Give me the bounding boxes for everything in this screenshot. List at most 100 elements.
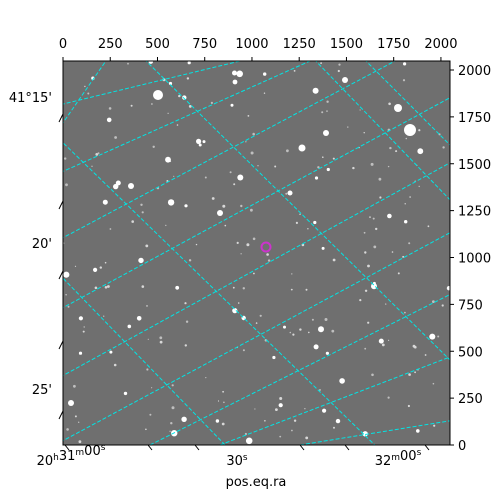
star: [65, 183, 68, 187]
dec-grid-line: [63, 61, 241, 105]
star: [99, 266, 103, 269]
star: [224, 224, 227, 227]
star: [113, 183, 119, 190]
star: [441, 304, 444, 307]
star: [405, 137, 408, 140]
star: [387, 213, 392, 219]
star: [147, 338, 149, 340]
star: [257, 165, 259, 167]
star: [104, 261, 107, 264]
star: [279, 397, 283, 400]
star: [397, 272, 400, 275]
star: [373, 245, 377, 249]
star: [338, 63, 341, 66]
right-tick-label: 2000: [458, 64, 491, 79]
star: [389, 146, 392, 150]
star: [318, 326, 324, 333]
star: [104, 286, 108, 289]
dec-tick-mark: [58, 113, 64, 123]
star: [404, 203, 406, 205]
star: [326, 167, 330, 172]
star: [333, 426, 335, 429]
star: [311, 318, 314, 321]
star: [437, 335, 440, 338]
star: [95, 153, 99, 156]
star: [173, 175, 175, 177]
star: [195, 243, 198, 246]
star: [167, 112, 169, 114]
star: [255, 322, 258, 324]
target-circle: [260, 241, 272, 253]
top-tick-label: 2000: [424, 37, 457, 52]
star: [412, 344, 416, 348]
star: [250, 151, 254, 155]
star: [178, 94, 181, 98]
bright-star: [323, 130, 329, 136]
star: [372, 281, 376, 285]
star: [418, 129, 421, 132]
star: [159, 340, 163, 344]
dec-grid-line: [63, 61, 311, 172]
star: [151, 103, 153, 105]
star: [367, 264, 370, 268]
star: [188, 105, 192, 108]
top-tick-label: 1500: [330, 37, 363, 52]
star: [187, 61, 191, 65]
bright-star: [298, 144, 306, 152]
star: [325, 351, 329, 355]
star: [313, 220, 317, 225]
top-tick-label: 1750: [377, 37, 410, 52]
star: [232, 286, 235, 289]
star: [381, 343, 385, 347]
star: [367, 321, 370, 324]
ra-grid-line: [145, 61, 450, 361]
star: [83, 326, 85, 328]
star: [332, 258, 336, 262]
star: [109, 350, 113, 354]
star: [370, 162, 374, 166]
dec-tick-label: 20': [32, 237, 52, 252]
star: [113, 363, 117, 367]
star: [230, 103, 234, 107]
star: [169, 430, 171, 432]
star: [332, 157, 335, 160]
star: [364, 289, 368, 292]
star: [292, 333, 295, 336]
star: [221, 422, 225, 426]
ra-tick-label: 20h31m00s: [37, 443, 106, 469]
star: [67, 305, 70, 308]
star: [140, 203, 143, 206]
star: [275, 408, 278, 411]
ra-grid-line: [63, 142, 376, 445]
star: [369, 216, 371, 218]
star: [74, 415, 77, 418]
bright-star: [404, 124, 416, 136]
right-tick-label: 1750: [458, 111, 491, 126]
bright-star: [153, 90, 163, 100]
star: [259, 314, 262, 317]
star: [237, 302, 240, 304]
star: [103, 315, 105, 317]
star: [186, 77, 190, 80]
star: [304, 408, 306, 410]
star: [321, 246, 325, 250]
star: [379, 196, 382, 199]
x-axis-label: pos.eq.ra: [226, 475, 287, 490]
star: [68, 400, 74, 406]
star: [372, 217, 375, 220]
top-tick-label: 250: [98, 37, 123, 52]
star: [322, 408, 327, 413]
star: [149, 413, 152, 416]
plot-frame: [62, 60, 451, 446]
star: [363, 132, 365, 134]
star: [250, 208, 253, 212]
star: [123, 391, 128, 396]
star: [285, 192, 288, 195]
star: [359, 299, 362, 302]
right-tick-label: 250: [458, 392, 483, 407]
star: [184, 302, 187, 305]
star: [387, 165, 390, 168]
bright-star: [128, 183, 134, 189]
star: [335, 418, 341, 424]
sky-image: [63, 61, 450, 445]
